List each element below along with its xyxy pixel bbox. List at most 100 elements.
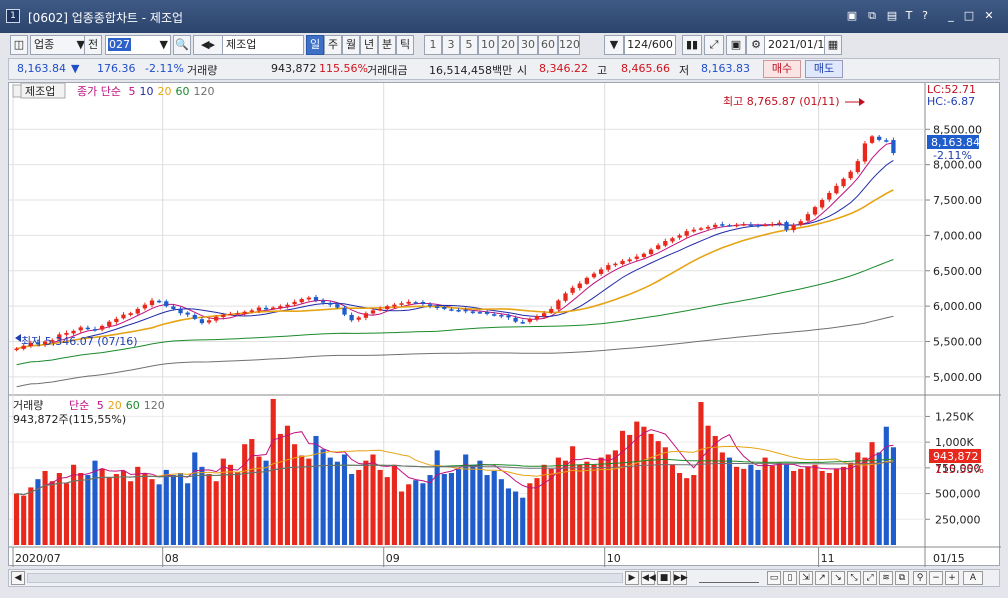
candle-body bbox=[691, 229, 696, 232]
rewind-button[interactable]: ◀◀ bbox=[641, 571, 656, 585]
volume-bar bbox=[306, 458, 312, 545]
interval-button-120[interactable]: 120 bbox=[558, 35, 580, 55]
chart-area[interactable]: 8,500.00 8,000.00 7,500.00 7,000.00 6,500.00… bbox=[8, 82, 1001, 567]
shape-tool-icon[interactable]: ⤢ bbox=[863, 571, 877, 585]
window-title: [0602] 업종종합차트 - 제조업 bbox=[28, 11, 184, 25]
chart-svg[interactable]: 8,500.00 8,000.00 7,500.00 7,000.00 6,500.00… bbox=[9, 82, 1001, 567]
volume-bar bbox=[755, 469, 761, 545]
volume-bar bbox=[377, 469, 383, 545]
zoom-slider[interactable] bbox=[699, 573, 759, 583]
pattern-icon[interactable]: ≋ bbox=[879, 571, 893, 585]
candle-body bbox=[427, 304, 433, 307]
period-button-0[interactable]: 일 bbox=[306, 35, 324, 55]
volume-tick-label: 500,000 bbox=[935, 488, 981, 501]
volume-tick-label: 1,000K bbox=[935, 436, 974, 449]
volume-bar bbox=[548, 468, 554, 545]
legend-tag-box[interactable] bbox=[20, 82, 66, 99]
calendar-icon[interactable]: ▦ bbox=[824, 35, 842, 55]
scroll-track[interactable] bbox=[27, 573, 623, 583]
draw-tool-icon[interactable]: ⤡ bbox=[847, 571, 861, 585]
interval-dropdown[interactable]: ▼ bbox=[604, 35, 624, 55]
save-icon[interactable]: ▣ bbox=[726, 35, 746, 55]
trend-up-icon[interactable]: ↗ bbox=[815, 571, 829, 585]
volume-bar bbox=[534, 478, 540, 545]
scroll-right-button[interactable]: ▶ bbox=[625, 571, 639, 585]
candle-body bbox=[877, 136, 882, 140]
fit-icon[interactable]: ⇲ bbox=[799, 571, 813, 585]
minus-button[interactable]: − bbox=[929, 571, 943, 585]
interval-button-20[interactable]: 20 bbox=[498, 35, 518, 55]
indicator-icon[interactable]: ▮▮ bbox=[682, 35, 702, 55]
volume-bar bbox=[113, 474, 119, 545]
index-name-field: 제조업 bbox=[222, 35, 304, 55]
current-volume-box bbox=[929, 449, 981, 463]
candle-body bbox=[278, 306, 283, 308]
candle-body bbox=[777, 222, 782, 225]
draw-line-icon[interactable]: ⤢ bbox=[704, 35, 724, 55]
prev-button[interactable]: 전 bbox=[84, 35, 102, 55]
volume-bar bbox=[477, 460, 483, 545]
buy-button[interactable]: 매수 bbox=[763, 60, 801, 78]
interval-button-60[interactable]: 60 bbox=[538, 35, 558, 55]
period-button-1[interactable]: 주 bbox=[324, 35, 342, 55]
candle-body bbox=[64, 333, 69, 335]
count-field[interactable]: 124/600 bbox=[624, 35, 676, 55]
change-value: 176.36 bbox=[97, 62, 136, 75]
period-button-2[interactable]: 월 bbox=[342, 35, 360, 55]
period-button-4[interactable]: 분 bbox=[378, 35, 396, 55]
fast-forward-button[interactable]: ▶▶ bbox=[673, 571, 688, 585]
zoom-out-icon[interactable]: ▯ bbox=[783, 571, 797, 585]
interval-button-5[interactable]: 5 bbox=[460, 35, 478, 55]
plus-button[interactable]: + bbox=[945, 571, 959, 585]
refresh-icon[interactable]: ◫ bbox=[10, 35, 28, 55]
period-button-3[interactable]: 년 bbox=[360, 35, 378, 55]
close-icon[interactable]: ✕ bbox=[984, 9, 994, 22]
maximize-icon[interactable]: □ bbox=[963, 9, 975, 22]
magnifier-icon[interactable]: ⚲ bbox=[913, 571, 927, 585]
interval-button-10[interactable]: 10 bbox=[478, 35, 498, 55]
candle-body bbox=[520, 322, 525, 324]
chart-navigation-bar: ◀ ▶ ◀◀ ■ ▶▶ ▭ ▯ ⇲ ↗ ↘ ⤡ ⤢ ≋ ⧉ ⚲ − + A bbox=[8, 569, 1000, 587]
layout-icon[interactable]: ▣ bbox=[846, 9, 858, 22]
candle-body bbox=[214, 316, 219, 321]
interval-button-30[interactable]: 30 bbox=[518, 35, 538, 55]
period-button-5[interactable]: 틱 bbox=[396, 35, 414, 55]
sound-icon[interactable]: ◀▸ bbox=[193, 35, 223, 55]
stop-button[interactable]: ■ bbox=[657, 571, 671, 585]
zoom-in-icon[interactable]: ▭ bbox=[767, 571, 781, 585]
help-icon[interactable]: ? bbox=[922, 9, 928, 22]
volume-ma-line-20 bbox=[16, 445, 894, 496]
scroll-left-button[interactable]: ◀ bbox=[11, 571, 25, 585]
text-size-button[interactable]: A bbox=[963, 571, 983, 585]
volume-bar bbox=[13, 493, 20, 545]
candle-body bbox=[884, 140, 889, 142]
volume-percent: 115.56% bbox=[319, 62, 368, 75]
volume-bar bbox=[833, 468, 839, 545]
candle-body bbox=[477, 312, 483, 314]
volume-bar bbox=[748, 464, 754, 545]
volume-legend-label: 거래량 bbox=[13, 399, 43, 412]
interval-button-3[interactable]: 3 bbox=[442, 35, 460, 55]
trend-down-icon[interactable]: ↘ bbox=[831, 571, 845, 585]
hc-label: HC:-6.87 bbox=[927, 95, 975, 108]
interval-button-1[interactable]: 1 bbox=[424, 35, 442, 55]
volume-bar bbox=[192, 452, 198, 545]
code-input[interactable]: 027 ▼ bbox=[105, 35, 171, 55]
search-icon[interactable]: 🔍 bbox=[173, 35, 191, 55]
candle-body bbox=[349, 314, 354, 321]
pin-icon[interactable]: ▤ bbox=[886, 9, 898, 22]
minimize-icon[interactable]: _ bbox=[948, 9, 954, 22]
date-field[interactable]: 2021/01/15 bbox=[764, 35, 842, 55]
copy-chart-icon[interactable]: ⧉ bbox=[895, 571, 909, 585]
sell-button[interactable]: 매도 bbox=[805, 60, 843, 78]
chevron-down-icon: ▼ bbox=[159, 38, 168, 51]
market-select[interactable]: 업종 ▼ bbox=[30, 35, 88, 55]
volume-bar bbox=[470, 464, 476, 545]
candle-body bbox=[235, 313, 240, 315]
text-icon[interactable]: T bbox=[905, 9, 913, 22]
volume-bar bbox=[684, 478, 690, 545]
volume-bar bbox=[577, 464, 583, 545]
copy-icon[interactable]: ⧉ bbox=[868, 9, 876, 22]
candle-body bbox=[570, 287, 575, 293]
gear-icon[interactable]: ⚙ bbox=[746, 35, 766, 55]
